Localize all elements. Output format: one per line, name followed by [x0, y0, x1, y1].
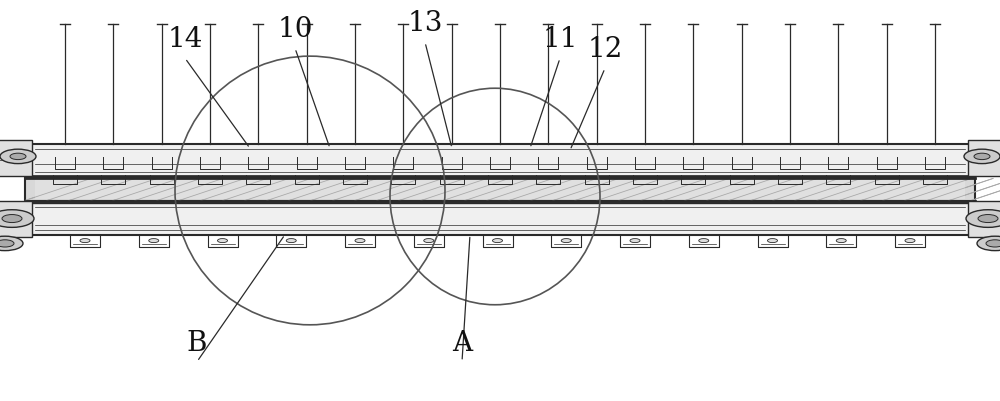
Circle shape [630, 239, 640, 243]
Circle shape [964, 149, 1000, 164]
Circle shape [905, 239, 915, 243]
Bar [968, 200, 1000, 237]
Bar [30, 144, 970, 176]
Circle shape [218, 239, 228, 243]
Circle shape [0, 210, 34, 227]
Text: B: B [187, 330, 207, 357]
Circle shape [0, 149, 36, 164]
Circle shape [355, 239, 365, 243]
Circle shape [699, 239, 709, 243]
Circle shape [836, 239, 846, 243]
Circle shape [80, 239, 90, 243]
Circle shape [974, 153, 990, 160]
Circle shape [986, 240, 1000, 247]
Circle shape [978, 215, 998, 223]
Bar [0, 200, 32, 237]
Circle shape [286, 239, 296, 243]
Circle shape [768, 239, 778, 243]
Text: 12: 12 [587, 36, 623, 63]
Bar [0, 140, 32, 176]
Circle shape [561, 239, 571, 243]
Circle shape [149, 239, 159, 243]
Bar [968, 140, 1000, 176]
Bar [25, 178, 975, 200]
Circle shape [0, 236, 23, 251]
Text: 13: 13 [407, 10, 443, 37]
Text: 11: 11 [542, 26, 578, 53]
Circle shape [424, 239, 434, 243]
Text: A: A [452, 330, 472, 357]
Circle shape [0, 240, 14, 247]
Bar [35, 180, 965, 199]
Bar [30, 203, 970, 235]
Circle shape [2, 215, 22, 223]
Circle shape [966, 210, 1000, 227]
Circle shape [977, 236, 1000, 251]
Circle shape [10, 153, 26, 160]
Text: 14: 14 [167, 26, 203, 53]
Text: 10: 10 [277, 16, 313, 43]
Circle shape [493, 239, 503, 243]
